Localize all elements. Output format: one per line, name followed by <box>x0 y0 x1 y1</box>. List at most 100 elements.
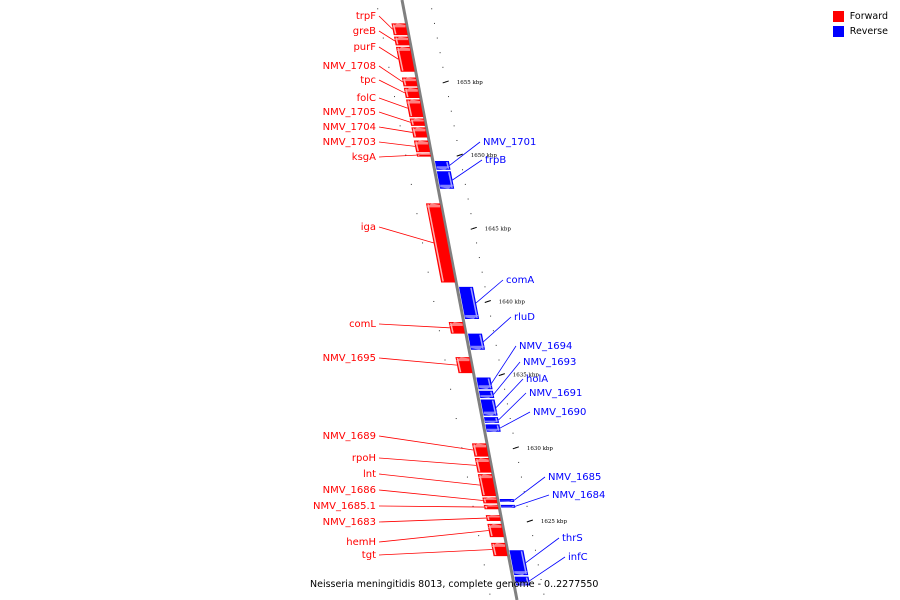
minor-tick <box>481 271 483 273</box>
gene-cap <box>413 140 428 145</box>
gene-NMV_1683[interactable] <box>485 515 501 521</box>
gene-NMV_1690[interactable] <box>485 424 501 432</box>
gene-comA[interactable] <box>458 286 480 320</box>
minor-tick <box>444 359 446 361</box>
gene-cap <box>391 23 406 28</box>
gene-trpB[interactable] <box>436 171 455 189</box>
label-leader <box>378 489 483 501</box>
gene-comL[interactable] <box>448 321 465 334</box>
gene-label: NMV_1705 <box>323 107 376 118</box>
gene-shade <box>446 161 450 169</box>
gene-NMV_1684[interactable] <box>500 504 516 508</box>
minor-tick <box>489 593 491 595</box>
label-leader <box>514 494 550 507</box>
label-leader <box>491 345 517 384</box>
reverse-swatch <box>832 26 844 37</box>
minor-tick <box>433 22 435 24</box>
legend: Forward Reverse <box>832 9 888 39</box>
gene-NMV_1686[interactable] <box>482 497 498 504</box>
tick-label: 1630 kbp <box>527 446 554 452</box>
gene-NMV_1695[interactable] <box>455 357 473 374</box>
minor-tick <box>470 213 472 215</box>
label-leader <box>378 65 403 83</box>
minor-tick <box>498 359 500 361</box>
gene-hemH[interactable] <box>487 523 504 538</box>
major-tick <box>456 153 463 157</box>
gene-NMV_1704[interactable] <box>411 127 428 138</box>
gene-rpoH[interactable] <box>474 458 492 473</box>
minor-tick <box>405 154 407 156</box>
gene-cap <box>471 443 486 448</box>
gene-shade <box>407 100 413 117</box>
gene-cap <box>500 500 515 502</box>
label-leader <box>378 126 413 133</box>
legend-reverse: Reverse <box>832 24 888 39</box>
gene-shade <box>473 444 478 456</box>
gene-holA[interactable] <box>480 399 498 416</box>
minor-tick <box>512 432 514 434</box>
gene-NMV_1708[interactable] <box>401 77 418 87</box>
gene-lnt[interactable] <box>477 474 497 497</box>
gene-cap <box>416 153 431 155</box>
gene-shade <box>487 378 492 389</box>
label-leader <box>513 476 546 501</box>
gene-NMV_1685[interactable] <box>499 499 515 502</box>
gene-cap <box>474 458 489 463</box>
gene-NMV_1693[interactable] <box>478 390 495 399</box>
gene-label: trpB <box>485 155 506 166</box>
label-leader <box>378 517 487 523</box>
minor-tick <box>410 183 412 185</box>
gene-iga[interactable] <box>425 203 456 283</box>
gene-cap <box>491 542 506 547</box>
gene-rluD[interactable] <box>467 333 486 350</box>
minor-tick <box>461 447 463 449</box>
gene-shade <box>412 128 417 137</box>
gene-shade <box>448 172 453 188</box>
minor-tick <box>490 315 492 317</box>
gene-label: tgt <box>362 550 376 561</box>
gene-NMV_1685.1[interactable] <box>483 504 499 510</box>
gene-purF[interactable] <box>395 46 415 72</box>
minor-tick <box>472 505 474 507</box>
legend-forward-label: Forward <box>849 11 888 22</box>
gene-cap <box>514 571 529 576</box>
gene-shade <box>520 551 527 575</box>
minor-tick <box>422 242 424 244</box>
gene-body <box>395 46 415 72</box>
gene-cap <box>478 385 493 390</box>
label-leader <box>378 549 493 556</box>
minor-tick <box>448 96 450 98</box>
gene-folC[interactable] <box>406 99 424 118</box>
gene-NMV_1689[interactable] <box>471 443 489 457</box>
gene-NMV_1701[interactable] <box>434 160 451 170</box>
gene-greB[interactable] <box>394 36 410 46</box>
legend-reverse-label: Reverse <box>849 26 888 37</box>
gene-NMV_1694[interactable] <box>476 377 493 390</box>
gene-ksgA[interactable] <box>416 153 432 157</box>
gene-shade <box>470 287 478 319</box>
minor-tick <box>450 110 452 112</box>
forward-swatch <box>832 11 844 22</box>
gene-shade <box>395 37 399 45</box>
gene-tpc[interactable] <box>403 87 420 99</box>
gene-tgt[interactable] <box>491 542 508 557</box>
gene-shade <box>483 498 487 503</box>
backbone <box>400 0 519 600</box>
gene-infC[interactable] <box>514 576 531 586</box>
gene-NMV_1703[interactable] <box>413 140 431 153</box>
gene-label: rpoH <box>352 453 376 464</box>
gene-label: NMV_1701 <box>483 137 536 148</box>
label-leader <box>493 361 521 395</box>
gene-label: NMV_1689 <box>323 431 376 442</box>
gene-shade <box>410 119 414 126</box>
gene-NMV_1691[interactable] <box>483 417 500 423</box>
gene-trpF[interactable] <box>391 23 408 36</box>
gene-label: NMV_1685 <box>548 472 601 483</box>
gene-label: purF <box>353 42 376 53</box>
label-leader <box>378 226 434 244</box>
gene-NMV_1705[interactable] <box>409 118 426 126</box>
gene-thrS[interactable] <box>509 550 529 576</box>
tick-label: 1655 kbp <box>457 80 484 86</box>
minor-tick <box>509 418 511 420</box>
